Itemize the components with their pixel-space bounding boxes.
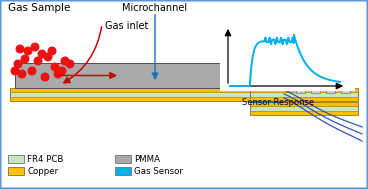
Circle shape (48, 47, 56, 55)
Circle shape (58, 67, 66, 75)
Circle shape (21, 55, 29, 63)
Circle shape (41, 73, 49, 81)
Bar (311, 87, 320, 93)
Bar (341, 87, 350, 93)
Circle shape (18, 70, 26, 78)
Bar (10, 97, 255, 101)
Circle shape (66, 60, 74, 68)
Bar (343, 66, 348, 88)
Circle shape (28, 67, 36, 75)
Text: Sensor Response: Sensor Response (242, 98, 314, 107)
Text: Gas Sensor: Gas Sensor (134, 167, 183, 176)
Circle shape (31, 43, 39, 51)
Text: Gas Sample: Gas Sample (8, 3, 70, 13)
Text: Gas inlet: Gas inlet (105, 21, 148, 31)
Bar (250, 97, 358, 101)
Bar (15, 63, 255, 88)
Bar (250, 102, 358, 106)
Circle shape (14, 60, 22, 68)
Bar (313, 66, 318, 88)
Bar (8, 167, 24, 175)
Circle shape (24, 47, 32, 55)
Circle shape (51, 63, 59, 71)
Bar (328, 66, 333, 88)
Bar (250, 88, 358, 92)
Circle shape (38, 50, 46, 58)
Text: Copper: Copper (27, 167, 58, 176)
Circle shape (16, 45, 24, 53)
Bar (220, 9, 355, 91)
Bar (8, 155, 24, 163)
Circle shape (34, 57, 42, 65)
Bar (298, 66, 303, 88)
Bar (326, 87, 335, 93)
Bar (115, 155, 131, 163)
Bar (115, 167, 131, 175)
Circle shape (11, 67, 19, 75)
Bar (296, 87, 305, 93)
Text: PMMA: PMMA (134, 154, 160, 163)
Bar (250, 88, 358, 101)
Bar (250, 102, 358, 115)
Circle shape (44, 53, 52, 61)
Bar (10, 88, 255, 92)
Text: FR4 PCB: FR4 PCB (27, 154, 63, 163)
Bar (10, 88, 255, 101)
Bar (252, 101, 282, 102)
Circle shape (54, 70, 62, 78)
Bar (250, 63, 292, 88)
Bar (250, 111, 358, 115)
Text: Microchannel: Microchannel (123, 3, 188, 13)
Circle shape (61, 57, 69, 65)
